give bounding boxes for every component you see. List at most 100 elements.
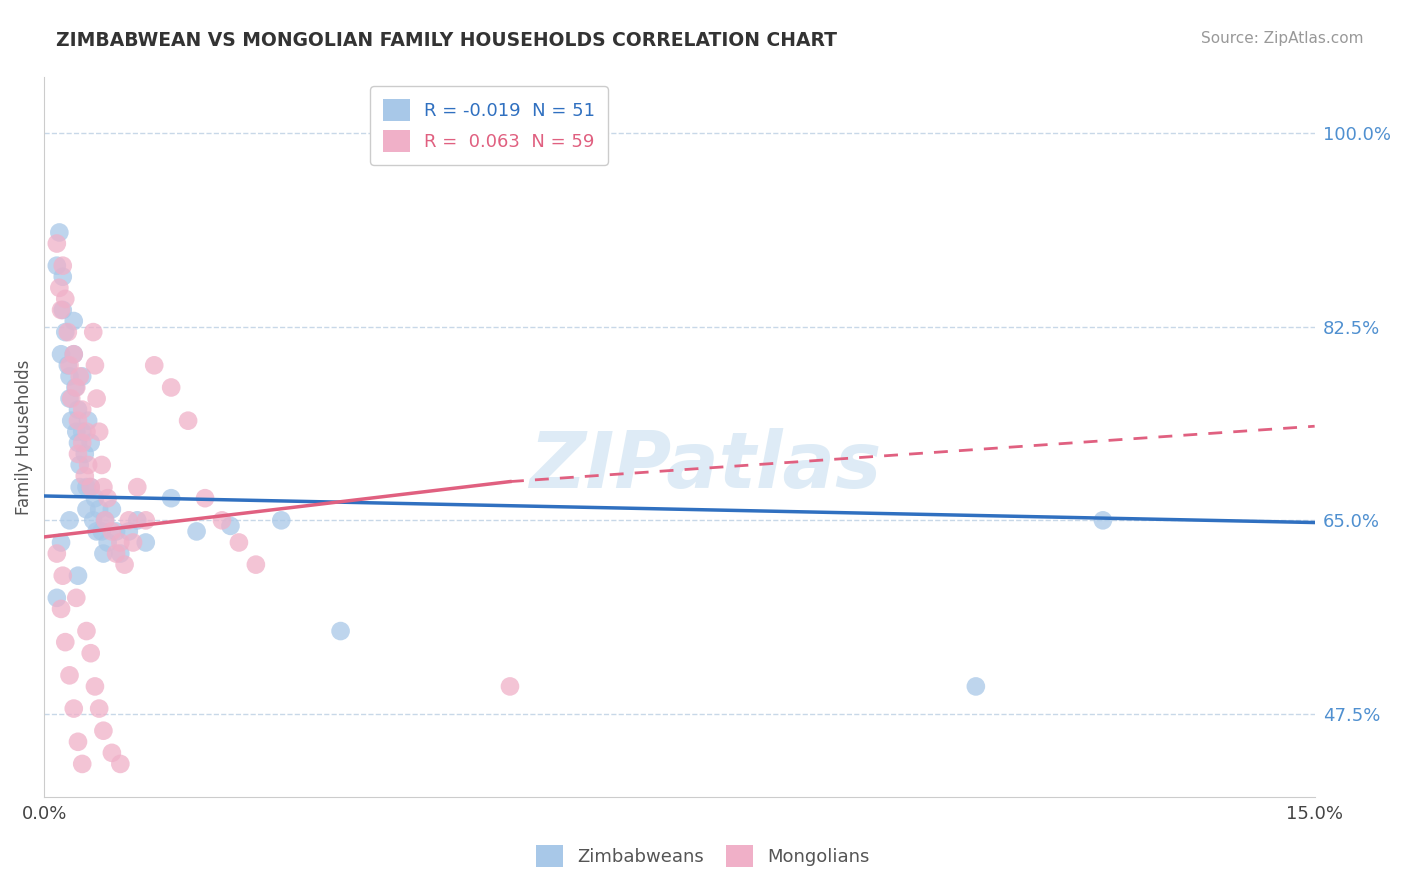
Point	[49, 302, 72, 317]
Point	[58, 513, 80, 527]
Point	[82, 325, 104, 339]
Point	[329, 624, 352, 638]
Point	[56, 359, 79, 373]
Point	[69, 458, 91, 472]
Point	[70, 435, 93, 450]
Point	[186, 524, 208, 539]
Point	[94, 513, 117, 527]
Point	[219, 519, 242, 533]
Point	[45, 547, 67, 561]
Point	[270, 513, 292, 527]
Point	[93, 480, 115, 494]
Point	[211, 513, 233, 527]
Point	[110, 756, 132, 771]
Point	[62, 314, 84, 328]
Point	[965, 680, 987, 694]
Point	[135, 513, 157, 527]
Point	[177, 414, 200, 428]
Point	[52, 302, 75, 317]
Point	[89, 701, 111, 715]
Point	[127, 480, 149, 494]
Point	[82, 513, 104, 527]
Point	[53, 292, 76, 306]
Point	[70, 369, 93, 384]
Point	[62, 347, 84, 361]
Point	[86, 524, 108, 539]
Legend: R = -0.019  N = 51, R =  0.063  N = 59: R = -0.019 N = 51, R = 0.063 N = 59	[370, 87, 607, 165]
Point	[160, 491, 183, 506]
Text: Source: ZipAtlas.com: Source: ZipAtlas.com	[1201, 31, 1364, 46]
Point	[66, 414, 89, 428]
Point	[75, 480, 97, 494]
Point	[160, 380, 183, 394]
Point	[49, 602, 72, 616]
Point	[53, 635, 76, 649]
Point	[70, 756, 93, 771]
Point	[127, 513, 149, 527]
Point	[77, 414, 100, 428]
Point	[75, 502, 97, 516]
Point	[58, 369, 80, 384]
Point	[118, 524, 141, 539]
Point	[194, 491, 217, 506]
Point	[70, 425, 93, 439]
Point	[66, 735, 89, 749]
Point	[52, 259, 75, 273]
Point	[122, 535, 145, 549]
Point	[110, 547, 132, 561]
Point	[58, 359, 80, 373]
Point	[97, 535, 120, 549]
Point	[245, 558, 267, 572]
Point	[143, 359, 166, 373]
Point	[84, 680, 107, 694]
Y-axis label: Family Households: Family Households	[15, 359, 32, 515]
Point	[80, 435, 103, 450]
Point	[89, 502, 111, 516]
Point	[62, 701, 84, 715]
Legend: Zimbabweans, Mongolians: Zimbabweans, Mongolians	[529, 838, 877, 874]
Point	[56, 325, 79, 339]
Point	[66, 568, 89, 582]
Point	[135, 535, 157, 549]
Point	[53, 325, 76, 339]
Point	[65, 380, 87, 394]
Point	[52, 269, 75, 284]
Point	[97, 491, 120, 506]
Point	[52, 568, 75, 582]
Point	[89, 425, 111, 439]
Point	[1091, 513, 1114, 527]
Point	[101, 746, 124, 760]
Point	[228, 535, 250, 549]
Point	[90, 524, 112, 539]
Point	[110, 535, 132, 549]
Point	[84, 359, 107, 373]
Point	[66, 435, 89, 450]
Point	[65, 380, 87, 394]
Point	[84, 491, 107, 506]
Point	[93, 547, 115, 561]
Point	[499, 680, 522, 694]
Point	[77, 458, 100, 472]
Point	[69, 369, 91, 384]
Point	[118, 513, 141, 527]
Point	[73, 447, 96, 461]
Point	[45, 259, 67, 273]
Point	[58, 392, 80, 406]
Point	[60, 414, 83, 428]
Point	[80, 480, 103, 494]
Point	[49, 535, 72, 549]
Point	[101, 524, 124, 539]
Point	[70, 402, 93, 417]
Point	[90, 458, 112, 472]
Point	[75, 624, 97, 638]
Point	[48, 226, 70, 240]
Point	[60, 392, 83, 406]
Point	[66, 447, 89, 461]
Point	[73, 469, 96, 483]
Point	[62, 347, 84, 361]
Point	[75, 425, 97, 439]
Point	[80, 646, 103, 660]
Point	[114, 558, 136, 572]
Point	[86, 392, 108, 406]
Point	[45, 236, 67, 251]
